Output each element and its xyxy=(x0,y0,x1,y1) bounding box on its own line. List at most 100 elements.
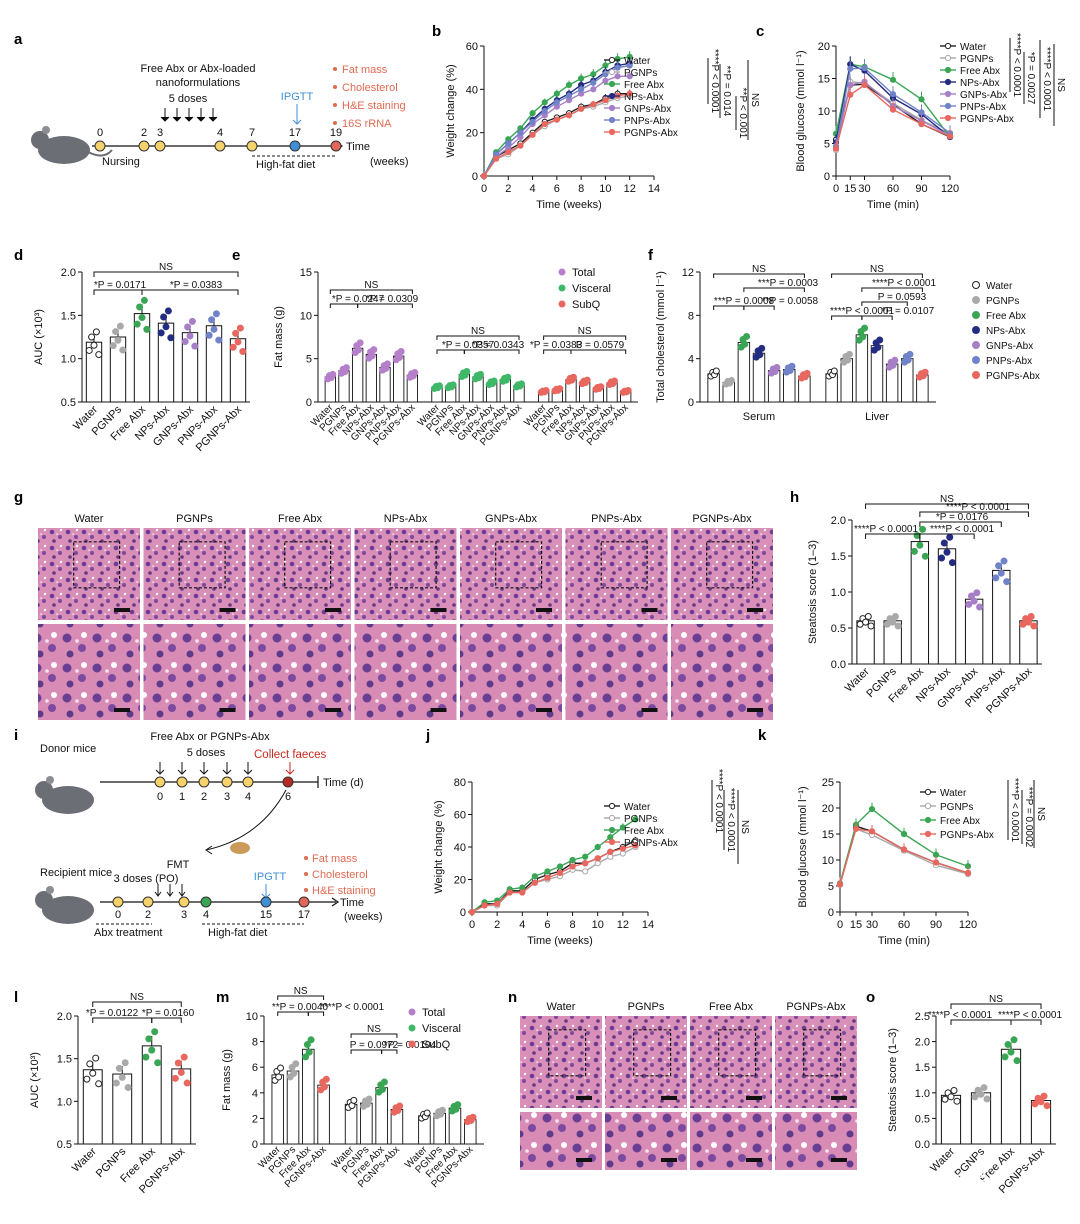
legend-entry: PNPs-Abx xyxy=(624,116,670,127)
data-point xyxy=(541,120,548,128)
x-axis-label: Time (min) xyxy=(878,935,930,947)
data-point xyxy=(541,107,548,115)
histology-label: Water xyxy=(75,513,104,525)
replicate-dot xyxy=(322,1075,330,1083)
replicate-dot xyxy=(995,562,1003,570)
replicate-dot xyxy=(910,547,918,555)
x-tick-label: 0 xyxy=(837,919,843,931)
i-collect: Collect faeces xyxy=(254,749,326,761)
histology-zoom-NPs-Abx xyxy=(354,624,457,720)
stat-label: *P = 0.0357 xyxy=(442,340,495,351)
data-point xyxy=(861,65,868,72)
replicate-dot xyxy=(205,331,213,339)
y-tick-label: 2.0 xyxy=(831,515,846,527)
legend-marker xyxy=(944,78,952,86)
stat-bracket xyxy=(141,289,239,295)
a-tick: 7 xyxy=(249,127,255,139)
data-point xyxy=(505,140,512,147)
data-point xyxy=(565,92,573,99)
i-doses: 5 doses xyxy=(187,747,226,759)
replicate-dot xyxy=(95,351,103,359)
stat-bracket xyxy=(743,287,805,292)
replicate-dot xyxy=(1040,1092,1048,1100)
histology-overview-GNPs-Abx xyxy=(460,528,562,620)
stat-label: ****P < 0.0001 xyxy=(998,1010,1062,1021)
replicate-dot xyxy=(1027,612,1035,620)
timeline-dot xyxy=(242,776,254,788)
replicate-dot xyxy=(971,1093,979,1101)
legend-marker xyxy=(608,116,616,124)
replicate-dot xyxy=(940,539,948,547)
y-tick-label: 1.0 xyxy=(57,1096,72,1108)
data-point xyxy=(468,908,476,916)
data-point xyxy=(626,90,633,97)
legend-marker xyxy=(924,788,932,796)
bar-NPs-Abx xyxy=(937,548,957,665)
group-label: Liver xyxy=(865,411,889,423)
y-tick-label: 2.0 xyxy=(57,1011,72,1023)
i-donor: Donor mice xyxy=(40,743,96,755)
histology-label: PGNPs-Abx xyxy=(786,1001,846,1013)
legend-marker xyxy=(924,830,932,838)
stat-bracket xyxy=(919,533,975,539)
stat-label: P = 0.0593 xyxy=(878,292,927,303)
y-axis-label: Weight change (%) xyxy=(433,800,445,893)
legend-entry: PGNPs-Abx xyxy=(940,830,994,841)
timeline-dot xyxy=(221,776,233,788)
panel-n-histology: Water PGNPs Free Abx PGNPs-Abx xyxy=(520,1001,857,1170)
legend-marker xyxy=(972,311,980,319)
y-tick-label: 5 xyxy=(824,139,830,151)
histology-overview-PGNPs-Abx xyxy=(775,1016,857,1108)
replicate-dot xyxy=(157,329,165,337)
replicate-dot xyxy=(517,380,525,388)
timeline-dot xyxy=(298,896,310,908)
y-tick-label: 20 xyxy=(818,41,830,53)
legend-marker xyxy=(558,300,566,308)
replicate-dot xyxy=(119,346,127,354)
x-tick-label: 0 xyxy=(481,183,487,195)
stat-label: *P = 0.0383 xyxy=(170,280,223,291)
data-point xyxy=(582,868,589,875)
replicate-dot xyxy=(397,347,405,355)
i-recipient: Recipient mice xyxy=(40,867,112,879)
replicate-dot xyxy=(921,368,929,376)
replicate-dot xyxy=(727,377,735,385)
x-tick-label: 90 xyxy=(915,183,927,195)
a-nursing: Nursing xyxy=(102,156,140,168)
data-point xyxy=(868,828,876,835)
histology-overview-Free Abx xyxy=(249,528,351,620)
replicate-dot xyxy=(212,310,220,318)
data-point xyxy=(847,65,854,72)
data-point xyxy=(556,869,564,877)
stat-bracket xyxy=(277,995,325,1000)
replicate-dot xyxy=(133,320,141,328)
replicate-dot xyxy=(136,303,144,311)
panel-label-e: e xyxy=(232,247,240,264)
replicate-dot xyxy=(1024,618,1032,626)
panel-label-o: o xyxy=(866,989,875,1006)
data-point xyxy=(590,79,597,86)
y-tick-label: 2.0 xyxy=(61,267,76,279)
series-line-PGNPs-Abx xyxy=(839,828,969,885)
stat-label: NS xyxy=(739,820,750,834)
replicate-dot xyxy=(891,356,899,364)
x-tick-label: 2 xyxy=(494,919,500,931)
data-point xyxy=(602,97,609,104)
stat-bracket xyxy=(357,303,413,308)
data-point xyxy=(946,133,954,140)
legend-entry: Water xyxy=(986,281,1013,292)
timeline-tick: 0 xyxy=(115,909,121,921)
replicate-dot xyxy=(449,381,457,389)
panel-label-h: h xyxy=(790,489,799,506)
stat-label: *P = 0.0107 xyxy=(882,306,935,317)
timeline-dot xyxy=(200,896,212,908)
timeline-tick: 1 xyxy=(179,791,185,803)
stat-label: NS xyxy=(471,326,485,337)
y-tick-label: 0 xyxy=(828,907,834,919)
i-treatment: Free Abx or PGNPs-Abx xyxy=(150,731,270,743)
legend-entry: PGNPs xyxy=(986,296,1019,307)
